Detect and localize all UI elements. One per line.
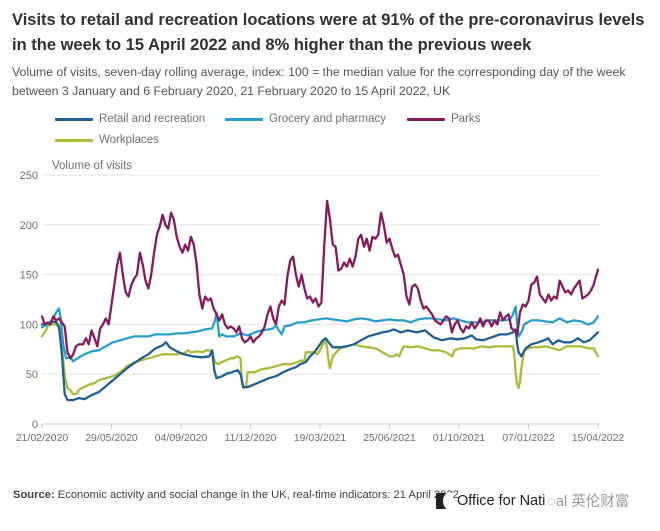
- chart-subtitle: Volume of visits, seven-day rolling aver…: [12, 65, 626, 98]
- x-tick-label: 07/01/2022: [502, 432, 555, 444]
- y-axis-label: Volume of visits: [52, 160, 132, 172]
- logo-text: Office for Nati: [457, 492, 546, 509]
- source-text: Economic activity and social change in t…: [54, 489, 459, 501]
- x-tick-label: 19/03/2021: [294, 432, 347, 444]
- y-tick-label: 0: [32, 419, 38, 431]
- legend-swatch-grocery: [225, 117, 263, 121]
- legend-swatch-workplaces: [55, 138, 93, 142]
- ons-logo-icon: [436, 492, 452, 509]
- line-chart: 0 50 100 150 200 250 21/02/2020 29/05/2020 04/0…: [16, 160, 625, 444]
- legend-swatch-parks: [407, 117, 445, 121]
- legend-swatch-retail: [55, 117, 93, 121]
- series-line-retail: [40, 320, 600, 402]
- x-axis-ticks: 21/02/2020 29/05/2020 04/09/2020 11/12/2020…: [16, 424, 625, 444]
- legend-item-retail[interactable]: Retail and recreation: [55, 113, 205, 125]
- source-note: Source: Economic activity and social cha…: [13, 487, 459, 503]
- x-tick-label: 29/05/2020: [85, 432, 138, 444]
- legend-label-parks: Parks: [451, 113, 481, 125]
- y-axis-ticks: 0 50 100 150 200 250: [20, 170, 38, 431]
- ons-logo: Office for Nati ◌al 英伦财富: [436, 490, 629, 511]
- y-tick-label: 200: [20, 220, 38, 232]
- y-tick-label: 100: [20, 319, 38, 331]
- legend-label-grocery: Grocery and pharmacy: [269, 113, 386, 125]
- watermark-text: ◌al 英伦财富: [547, 494, 630, 510]
- series-line-grocery: [40, 305, 600, 363]
- legend-item-parks[interactable]: Parks: [407, 113, 480, 125]
- y-tick-label: 250: [20, 170, 38, 182]
- x-tick-label: 01/10/2021: [433, 432, 486, 444]
- legend-label-retail: Retail and recreation: [99, 113, 206, 125]
- x-tick-label: 25/06/2021: [363, 432, 416, 444]
- gridlines: [42, 174, 600, 425]
- x-tick-label: 15/04/2022: [572, 432, 625, 444]
- x-tick-label: 04/09/2020: [155, 432, 208, 444]
- series-lines: [40, 199, 600, 402]
- series-line-workplaces: [40, 323, 600, 396]
- legend-label-workplaces: Workplaces: [99, 134, 159, 146]
- x-tick-label: 11/12/2020: [225, 432, 277, 444]
- legend-item-workplaces[interactable]: Workplaces: [55, 134, 159, 146]
- x-tick-label: 21/02/2020: [16, 432, 69, 444]
- source-label: Source:: [13, 489, 55, 501]
- y-tick-label: 50: [26, 369, 38, 381]
- y-tick-label: 150: [20, 270, 38, 282]
- series-line-parks: [40, 199, 600, 360]
- legend-item-grocery[interactable]: Grocery and pharmacy: [225, 113, 386, 125]
- chart-title: Visits to retail and recreation location…: [12, 11, 645, 54]
